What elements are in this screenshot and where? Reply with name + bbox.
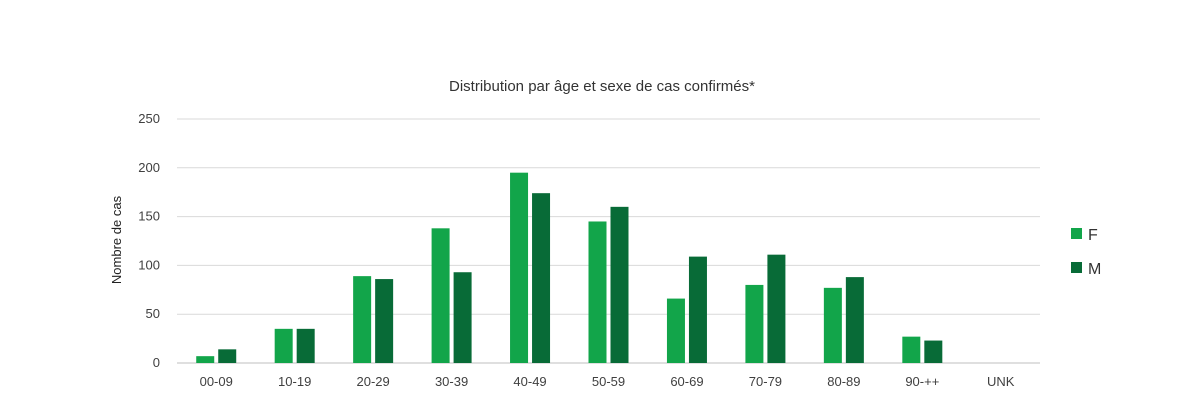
bar-m-80-89 (845, 277, 864, 363)
chart-title: Distribution par âge et sexe de cas conf… (449, 78, 755, 95)
y-tick-label: 150 (138, 209, 160, 224)
bar-f-70-79 (745, 284, 764, 363)
bar-f-80-89 (823, 287, 842, 363)
x-tick-label: 50-59 (592, 374, 625, 389)
bar-f-20-29 (353, 276, 372, 363)
bar-f-90-++ (902, 336, 921, 363)
bar-m-60-69 (688, 256, 707, 363)
gridlines (177, 118, 1040, 364)
y-tick-label: 0 (153, 355, 160, 370)
x-tick-label: 20-29 (357, 374, 390, 389)
legend-label-m: M (1088, 261, 1101, 278)
bar-m-20-29 (375, 279, 394, 363)
x-tick-label: 60-69 (670, 374, 703, 389)
bar-m-90-++ (924, 340, 943, 363)
y-tick-label: 100 (138, 257, 160, 272)
x-tick-label: 10-19 (278, 374, 311, 389)
bar-m-00-09 (218, 349, 237, 363)
x-axis-ticks: 00-09 10-19 20-29 30-39 40-49 50-59 60-69 70-79… (200, 374, 1015, 389)
legend: FM (1071, 227, 1101, 278)
x-tick-label: 70-79 (749, 374, 782, 389)
legend-swatch-f (1071, 228, 1082, 239)
bar-m-70-79 (767, 254, 786, 363)
legend-label-f: F (1088, 227, 1098, 244)
y-axis-label: Nombre de cas (109, 195, 124, 284)
bar-m-50-59 (610, 206, 629, 363)
bar-f-00-09 (196, 356, 215, 363)
bar-f-30-39 (431, 228, 450, 363)
bar-m-40-49 (532, 193, 551, 363)
y-tick-label: 250 (138, 111, 160, 126)
bar-m-10-19 (296, 328, 315, 363)
x-tick-label: 90-++ (905, 374, 939, 389)
bar-m-30-39 (453, 272, 472, 363)
x-tick-label: 80-89 (827, 374, 860, 389)
x-tick-label: 00-09 (200, 374, 233, 389)
bars (196, 172, 943, 363)
y-tick-label: 50 (146, 306, 160, 321)
x-tick-label: 40-49 (513, 374, 546, 389)
bar-f-50-59 (588, 221, 607, 363)
bar-f-60-69 (666, 298, 685, 363)
legend-swatch-m (1071, 262, 1082, 273)
x-tick-label: 30-39 (435, 374, 468, 389)
y-axis-ticks: 0 50 100 150 200 250 (138, 111, 160, 370)
bar-f-40-49 (510, 172, 529, 363)
y-tick-label: 200 (138, 160, 160, 175)
x-tick-label: UNK (987, 374, 1015, 389)
bar-f-10-19 (274, 328, 293, 363)
